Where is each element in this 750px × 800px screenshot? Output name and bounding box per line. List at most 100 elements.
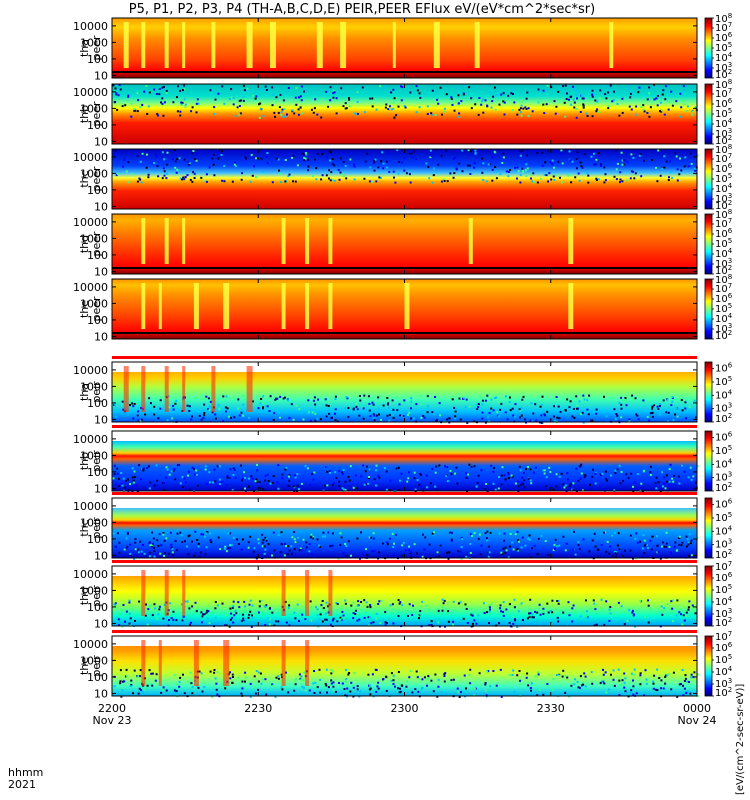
y-tick-label: 1000 <box>80 232 108 245</box>
x-tick-date: Nov 23 <box>93 714 132 727</box>
panel-probe-label: thc <box>78 519 91 536</box>
y-tick-label: 1000 <box>80 297 108 310</box>
panel-species-label: peir <box>90 655 103 677</box>
y-tick-label: 10 <box>94 482 108 495</box>
panel-probe-label: the <box>78 657 91 675</box>
panel-species-label: peir <box>90 450 103 472</box>
y-tick-label: 100 <box>87 314 108 327</box>
spectrogram-tha-peer <box>112 18 697 78</box>
colorbar-tick-label: 106 <box>715 498 733 511</box>
y-tick-label: 1000 <box>80 36 108 49</box>
panel-species-label: peir <box>90 381 103 403</box>
colorbar-tick-label: 105 <box>715 444 732 457</box>
y-tick-label: 1000 <box>80 516 108 529</box>
colorbar-tick-label: 106 <box>715 431 733 444</box>
spectrogram-the-peir <box>112 646 697 696</box>
colorbar-thc-peir <box>704 497 713 559</box>
year-label: 2021 <box>8 778 36 791</box>
y-tick-label: 100 <box>87 466 108 479</box>
x-tick-label: 2330 <box>537 702 565 715</box>
colorbar-tha-peir <box>704 361 713 423</box>
chart-title: P5, P1, P2, P3, P4 (TH-A,B,C,D,E) PEIR,P… <box>128 2 596 17</box>
spectrogram-thb-peir <box>112 441 697 491</box>
colorbar-thd-peir <box>704 565 713 627</box>
y-tick-label: 10000 <box>73 20 108 33</box>
colorbar-tick-label: 105 <box>715 375 732 388</box>
y-tick-label: 1000 <box>80 654 108 667</box>
colorbar-thb-peir <box>704 430 713 492</box>
panel-species-label: peer <box>90 166 103 192</box>
colorbar-tick-label: 102 <box>715 412 732 425</box>
panel-species-label: peir <box>90 585 103 607</box>
y-tick-label: 1000 <box>80 102 108 115</box>
x-tick-date: Nov 24 <box>678 714 717 727</box>
panel-probe-label: thb <box>78 105 91 123</box>
colorbar-tick-label: 102 <box>715 329 732 342</box>
y-tick-label: 100 <box>87 601 108 614</box>
y-tick-label: 10 <box>94 549 108 562</box>
spectrogram-tha-peir <box>112 372 697 422</box>
colorbar-tick-label: 104 <box>715 388 733 401</box>
spectrogram-thd-peer <box>112 214 697 274</box>
x-tick-label: 2230 <box>244 702 272 715</box>
y-tick-label: 1000 <box>80 167 108 180</box>
colorbar-the-peir <box>704 635 713 697</box>
y-tick-label: 1000 <box>80 449 108 462</box>
panel-probe-label: thd <box>78 235 91 253</box>
colorbar-tick-label: 105 <box>715 511 732 524</box>
colorbar-the-peer <box>704 278 713 340</box>
y-tick-label: 10000 <box>73 216 108 229</box>
colorbar-tick-label: 102 <box>715 686 732 699</box>
panel-species-label: peer <box>90 296 103 322</box>
panel-species-label: peer <box>90 231 103 257</box>
y-tick-label: 10 <box>94 617 108 630</box>
y-tick-label: 10 <box>94 69 108 82</box>
colorbar-tick-label: 102 <box>715 481 732 494</box>
y-tick-label: 100 <box>87 397 108 410</box>
panel-species-label: peer <box>90 35 103 61</box>
y-tick-label: 10 <box>94 135 108 148</box>
y-tick-label: 10 <box>94 413 108 426</box>
colorbar-tick-label: 104 <box>715 457 733 470</box>
panel-probe-label: the <box>78 300 91 318</box>
panel-probe-label: thb <box>78 452 91 470</box>
y-tick-label: 10 <box>94 265 108 278</box>
panel-probe-label: tha <box>78 39 91 57</box>
y-tick-label: 10000 <box>73 500 108 513</box>
y-tick-label: 100 <box>87 533 108 546</box>
colorbar-tick-label: 106 <box>715 362 733 375</box>
y-tick-label: 10 <box>94 330 108 343</box>
y-tick-label: 100 <box>87 53 108 66</box>
colorbar-tick-label: 104 <box>715 524 733 537</box>
y-tick-label: 1000 <box>80 584 108 597</box>
colorbar-thd-peer <box>704 213 713 275</box>
y-tick-label: 10000 <box>73 281 108 294</box>
y-tick-label: 1000 <box>80 380 108 393</box>
panel-probe-label: tha <box>78 383 91 401</box>
y-tick-label: 10 <box>94 200 108 213</box>
colorbar-thc-peer <box>704 148 713 210</box>
colorbar-tick-label: 102 <box>715 616 732 629</box>
spectrogram-thb-peer <box>112 84 697 144</box>
x-tick-label: 2300 <box>391 702 419 715</box>
y-tick-label: 10000 <box>73 86 108 99</box>
panel-probe-label: thd <box>78 587 91 605</box>
y-tick-label: 100 <box>87 119 108 132</box>
time-label: hhmm <box>8 766 43 779</box>
y-tick-label: 100 <box>87 249 108 262</box>
y-tick-label: 10000 <box>73 151 108 164</box>
y-tick-label: 10000 <box>73 638 108 651</box>
y-tick-label: 10000 <box>73 568 108 581</box>
panel-probe-label: thc <box>78 170 91 187</box>
